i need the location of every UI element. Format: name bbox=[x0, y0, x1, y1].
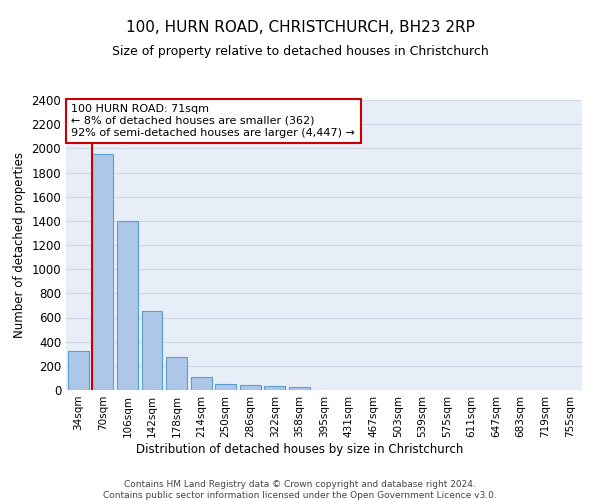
Text: Size of property relative to detached houses in Christchurch: Size of property relative to detached ho… bbox=[112, 45, 488, 58]
Bar bbox=[142, 312, 163, 390]
Bar bbox=[215, 384, 236, 390]
Bar bbox=[117, 221, 138, 390]
Text: Contains HM Land Registry data © Crown copyright and database right 2024.: Contains HM Land Registry data © Crown c… bbox=[124, 480, 476, 489]
Bar bbox=[289, 388, 310, 390]
Bar bbox=[191, 378, 212, 390]
Bar bbox=[68, 350, 89, 390]
Bar bbox=[240, 384, 261, 390]
Text: 100 HURN ROAD: 71sqm
← 8% of detached houses are smaller (362)
92% of semi-detac: 100 HURN ROAD: 71sqm ← 8% of detached ho… bbox=[71, 104, 355, 138]
Text: Contains public sector information licensed under the Open Government Licence v3: Contains public sector information licen… bbox=[103, 491, 497, 500]
Text: 100, HURN ROAD, CHRISTCHURCH, BH23 2RP: 100, HURN ROAD, CHRISTCHURCH, BH23 2RP bbox=[125, 20, 475, 35]
Bar bbox=[166, 357, 187, 390]
Bar bbox=[265, 386, 286, 390]
Text: Distribution of detached houses by size in Christchurch: Distribution of detached houses by size … bbox=[136, 442, 464, 456]
Y-axis label: Number of detached properties: Number of detached properties bbox=[13, 152, 26, 338]
Bar bbox=[92, 154, 113, 390]
